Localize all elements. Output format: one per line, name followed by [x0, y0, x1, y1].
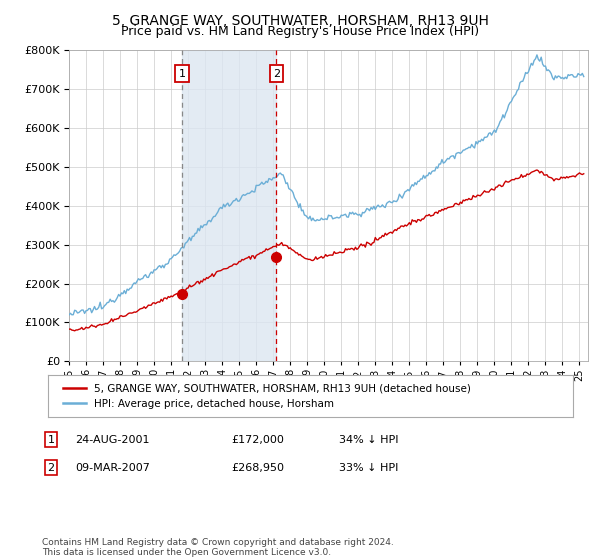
Text: 1: 1: [47, 435, 55, 445]
Text: 09-MAR-2007: 09-MAR-2007: [75, 463, 150, 473]
Text: 2: 2: [273, 69, 280, 79]
Text: 34% ↓ HPI: 34% ↓ HPI: [339, 435, 398, 445]
Text: 5, GRANGE WAY, SOUTHWATER, HORSHAM, RH13 9UH: 5, GRANGE WAY, SOUTHWATER, HORSHAM, RH13…: [112, 14, 488, 28]
Bar: [182, 50, 277, 361]
Text: Contains HM Land Registry data © Crown copyright and database right 2024.
This d: Contains HM Land Registry data © Crown c…: [42, 538, 394, 557]
Text: £172,000: £172,000: [231, 435, 284, 445]
Text: 24-AUG-2001: 24-AUG-2001: [75, 435, 149, 445]
Text: £268,950: £268,950: [231, 463, 284, 473]
Legend: 5, GRANGE WAY, SOUTHWATER, HORSHAM, RH13 9UH (detached house), HPI: Average pric: 5, GRANGE WAY, SOUTHWATER, HORSHAM, RH13…: [58, 380, 475, 413]
Text: 2: 2: [47, 463, 55, 473]
Text: 1: 1: [179, 69, 185, 79]
Text: Price paid vs. HM Land Registry's House Price Index (HPI): Price paid vs. HM Land Registry's House …: [121, 25, 479, 38]
Text: 33% ↓ HPI: 33% ↓ HPI: [339, 463, 398, 473]
